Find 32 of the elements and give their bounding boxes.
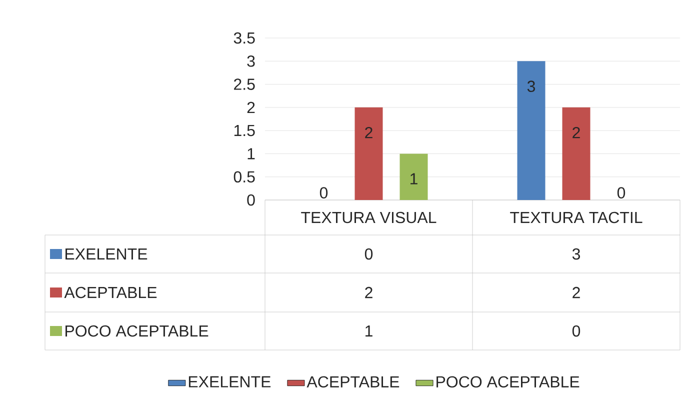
data-label: 3 [572,248,580,260]
y-tick-label: 2 [247,102,255,114]
bar [517,61,546,200]
text: 0 [320,187,328,198]
x-tick-label: TEXTURA TACTIL [510,212,642,224]
y-tick-label: 3 [247,55,255,67]
y-tick-label: 1.5 [234,124,255,136]
x-tick-label: TEXTURA VISUAL [301,212,436,224]
y-tick-label: 0 [247,194,255,206]
text: ACEPTABLE [64,286,157,298]
data-label: 0 [364,248,373,260]
legend-label: POCO ACEPTABLE [436,376,580,388]
data-label: 2 [572,286,580,298]
text: POCO ACEPTABLE [66,325,208,337]
text: 1 [410,173,418,184]
y-tick-label: 2.5 [234,78,255,90]
legend-label: EXELENTE [188,376,271,388]
data-label: 2 [365,286,372,298]
y-tick-label: 3.5 [234,32,255,44]
text: 2 [572,126,580,138]
legend-label: ACEPTABLE [306,376,400,388]
bar [400,154,428,200]
bar [562,107,590,200]
y-tick-label: 0.5 [234,171,255,183]
text: EXELENTE [66,248,148,260]
bar [354,107,383,200]
data-label: 0 [572,325,580,337]
y-tick-label: 1 [248,148,255,160]
data-label: 1 [366,325,372,337]
text: 3 [527,80,535,92]
text: 2 [365,126,372,138]
text: 0 [617,187,626,198]
